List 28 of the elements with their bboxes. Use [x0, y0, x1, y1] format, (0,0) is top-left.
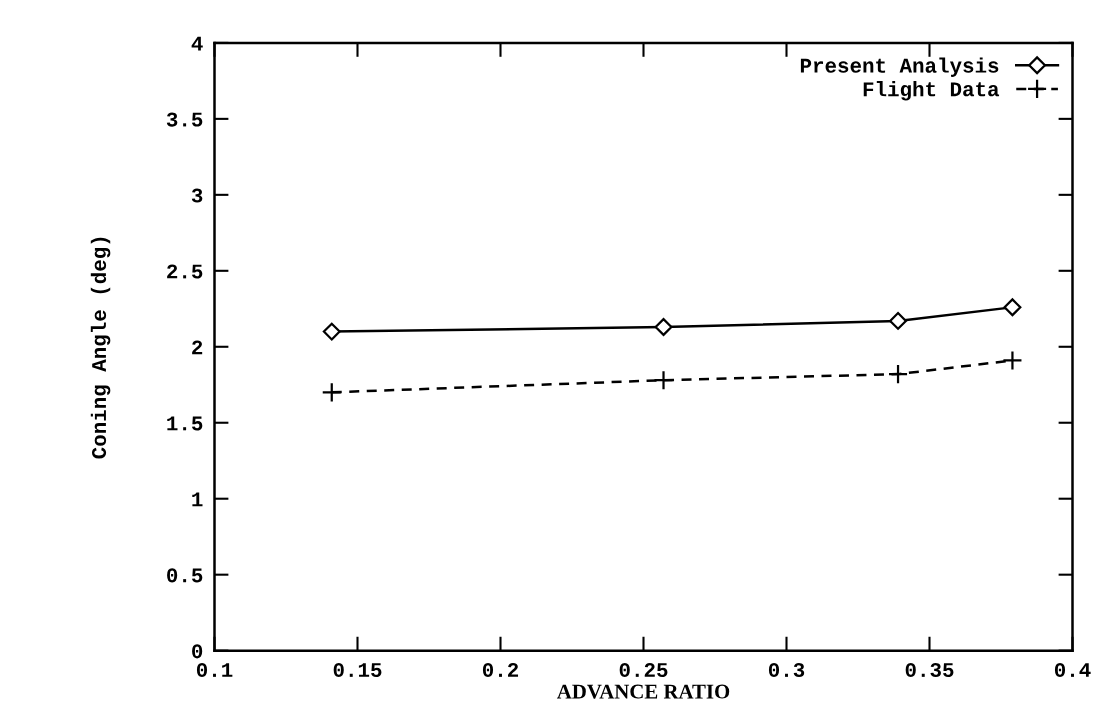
point	[321, 382, 342, 403]
y-tick-label: 1	[192, 492, 203, 507]
y-tick-label: 2	[192, 340, 203, 355]
legend-label: Present Analysis	[800, 57, 999, 77]
y-axis-title: Coning Angle (deg)	[90, 237, 111, 459]
point	[887, 363, 909, 385]
x-tick-label: 0.15	[333, 662, 382, 678]
x-tick-label: 0.3	[768, 662, 805, 678]
x-tick-label: 0.4	[1054, 662, 1091, 678]
y-tick-label: 0.5	[167, 568, 203, 583]
y-tick-label: 3.5	[166, 112, 203, 127]
y-tick-label: 0	[192, 644, 203, 659]
x-tick-label: 0.1	[196, 662, 233, 678]
point	[1002, 350, 1023, 371]
y-tick-label: 1.5	[167, 416, 203, 431]
point	[889, 311, 908, 330]
x-tick-label: 0.35	[905, 662, 954, 678]
point	[1003, 298, 1022, 317]
x-tick-label: 0.2	[482, 662, 519, 678]
x-tick-label: 0.25	[619, 662, 668, 678]
x-axis-title: ADVANCE RATIO	[556, 684, 730, 699]
point	[653, 370, 674, 391]
y-tick-label: 2.5	[167, 264, 203, 279]
point	[654, 318, 673, 336]
point	[322, 322, 341, 341]
y-tick-label: 4	[191, 36, 203, 51]
legend-label: Flight Data	[863, 81, 1000, 101]
y-tick-label: 3	[191, 188, 203, 203]
